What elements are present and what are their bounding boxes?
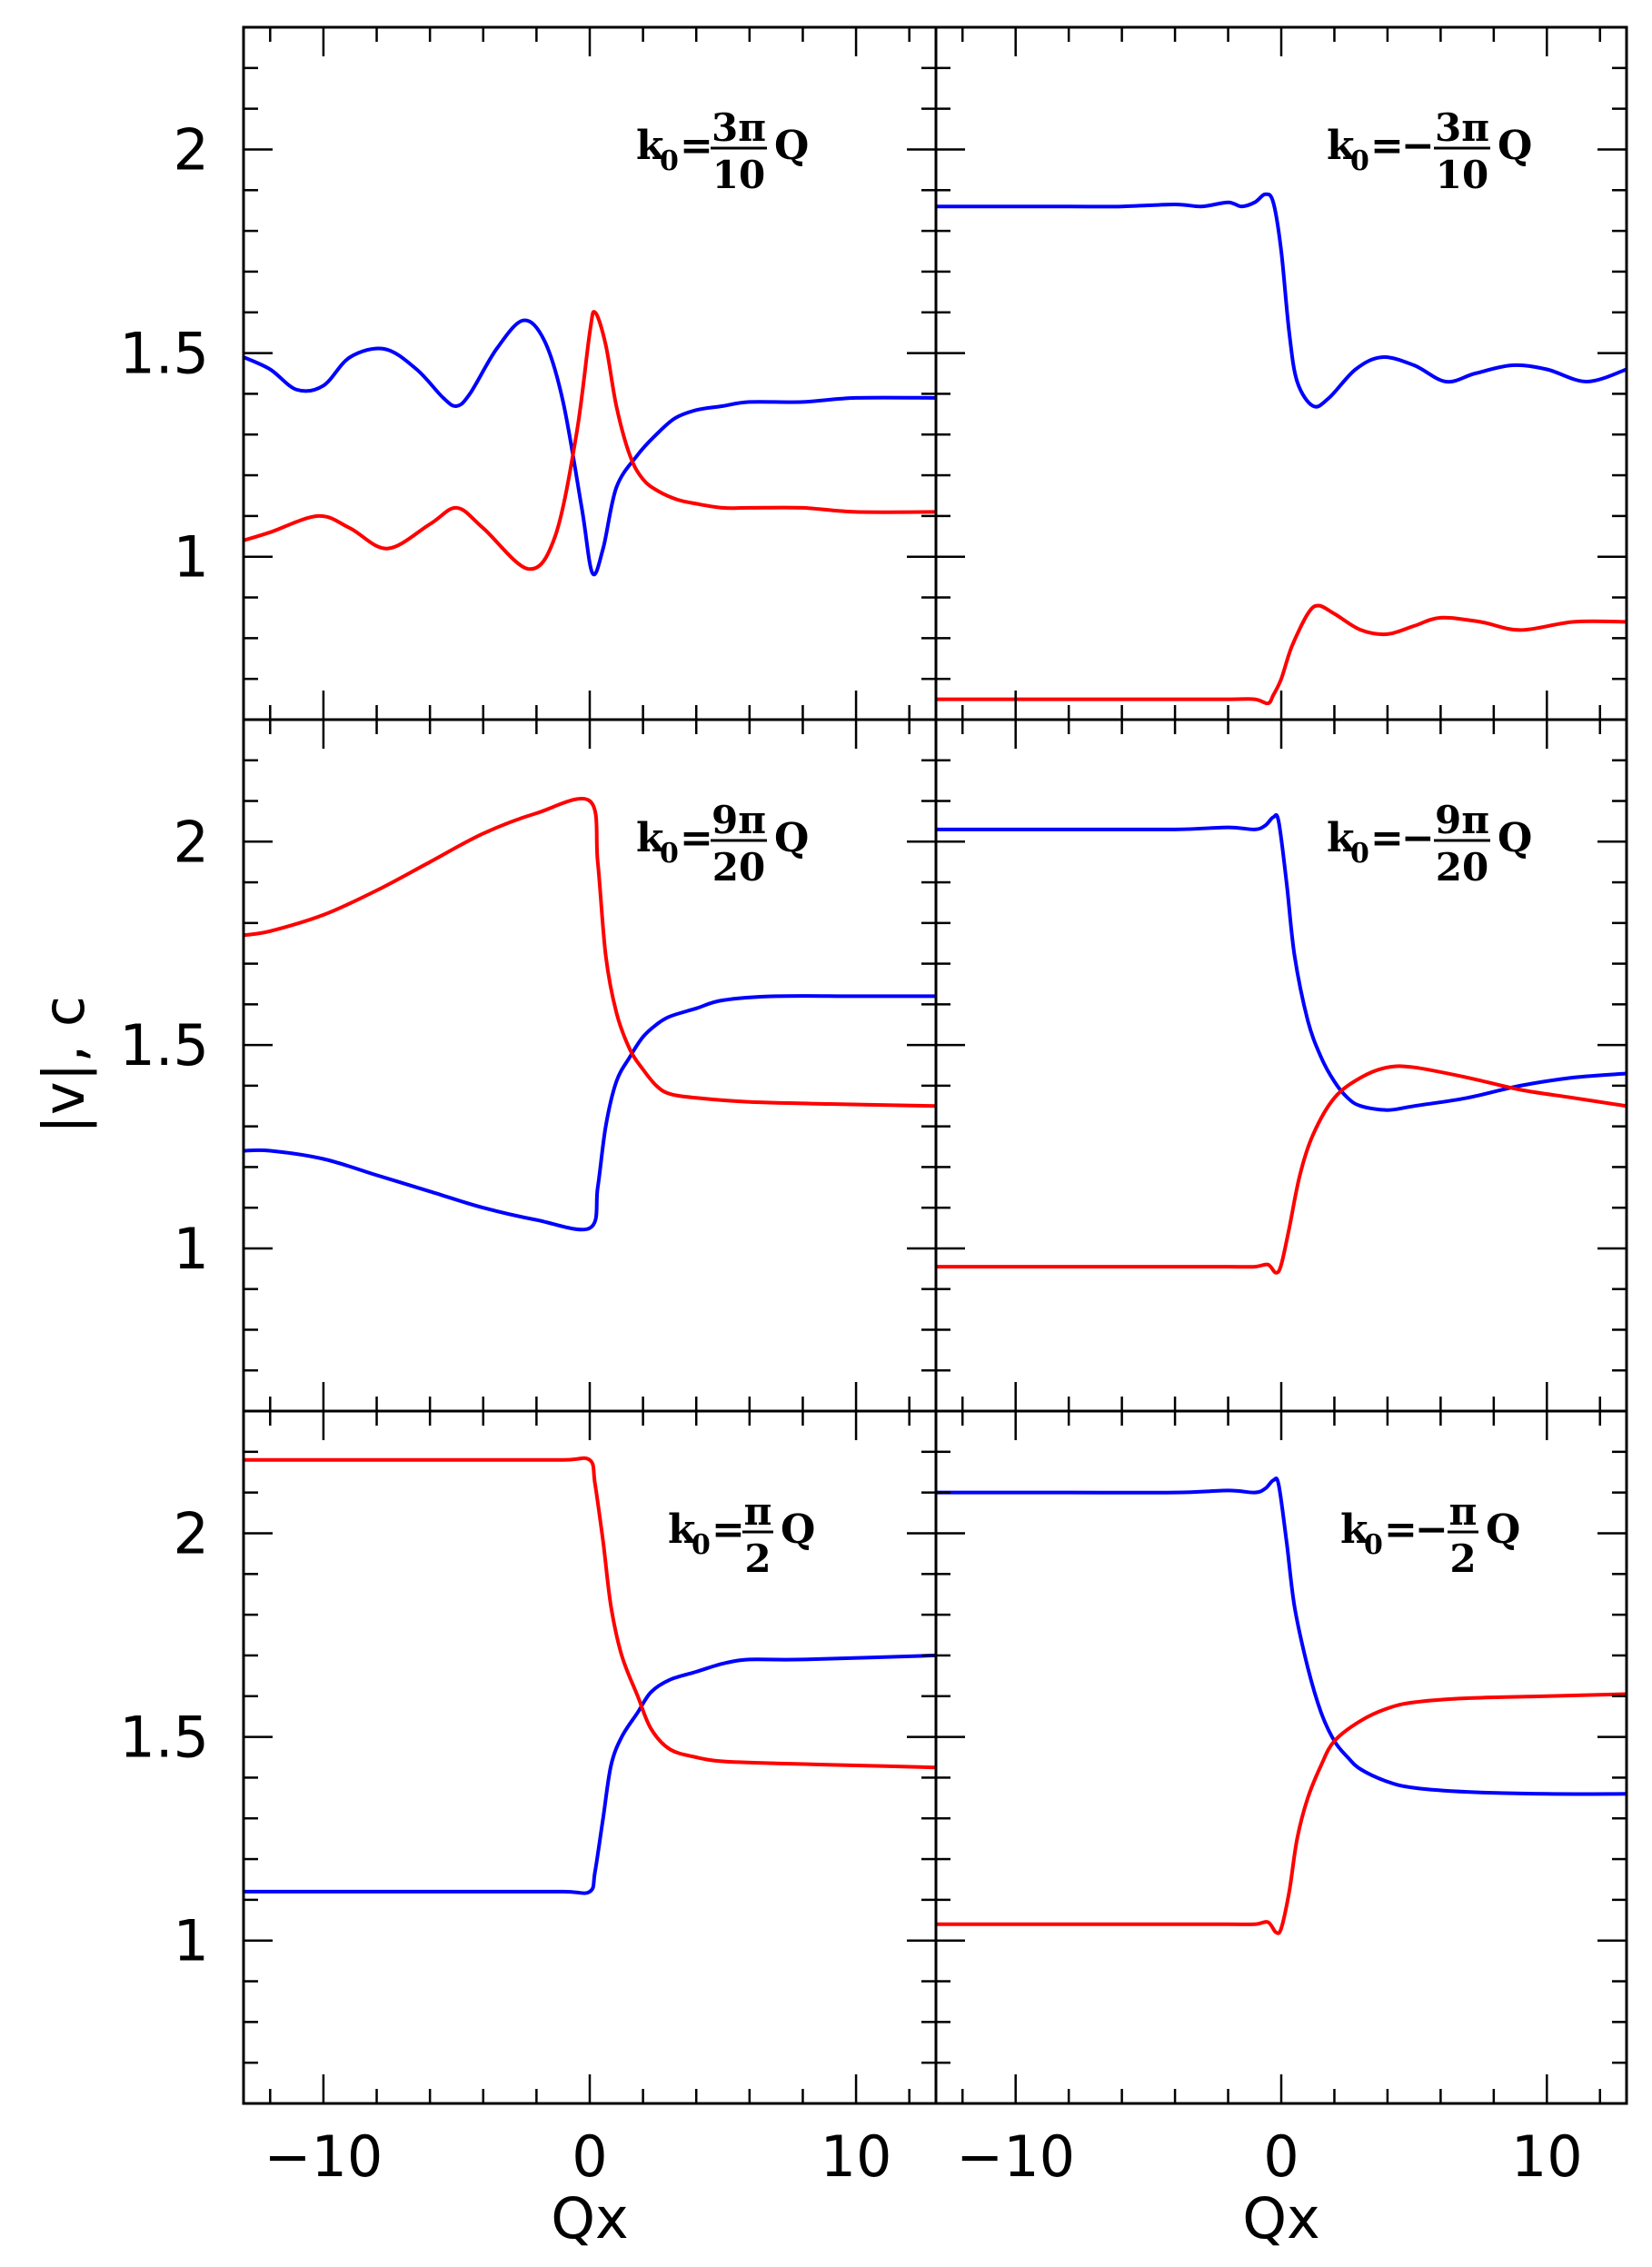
- label-equals: =: [1370, 123, 1404, 169]
- label-equals: =: [680, 123, 713, 169]
- label-k: k: [636, 123, 665, 169]
- x-tick-label: 0: [1263, 2123, 1299, 2190]
- label-q: Q: [1498, 123, 1532, 169]
- label-denominator: 10: [712, 153, 765, 197]
- panel-frame: [242, 718, 938, 1413]
- label-subscript: 0: [1350, 145, 1369, 177]
- series-group: [936, 192, 1627, 706]
- label-q: Q: [1498, 815, 1532, 861]
- series-line-red: [244, 796, 936, 1109]
- label-sign: −: [1401, 123, 1435, 169]
- label-equals: =: [1384, 1506, 1418, 1553]
- label-subscript: 0: [660, 838, 679, 870]
- label-denominator: 20: [712, 845, 765, 890]
- panel-frame: [242, 25, 938, 721]
- series-line-blue: [936, 192, 1627, 409]
- label-equals: =: [1370, 815, 1404, 861]
- label-k: k: [668, 1506, 697, 1553]
- series-line-red: [936, 1064, 1627, 1275]
- y-tick-label: 1: [174, 524, 209, 591]
- x-axis-title: Qx: [551, 2185, 629, 2252]
- label-k: k: [636, 815, 665, 861]
- label-q: Q: [774, 123, 809, 169]
- y-tick-label: 2: [174, 809, 209, 875]
- label-subscript: 0: [660, 145, 679, 177]
- panel-frame: [934, 1409, 1628, 2105]
- series-line-blue: [936, 812, 1627, 1112]
- label-k: k: [1340, 1506, 1369, 1553]
- label-sign: −: [1401, 815, 1435, 861]
- y-tick-label: 1: [174, 1216, 209, 1282]
- series-line-red: [936, 603, 1627, 706]
- label-numerator: π: [1449, 1489, 1478, 1534]
- series-line-blue: [936, 1476, 1627, 1796]
- y-tick-label: 2: [174, 116, 209, 183]
- label-q: Q: [1486, 1506, 1520, 1553]
- label-subscript: 0: [692, 1529, 711, 1561]
- label-k: k: [1327, 123, 1356, 169]
- y-axis-title: |v|, c: [31, 996, 98, 1134]
- series-group: [936, 1476, 1627, 1935]
- y-tick-label: 2: [174, 1500, 209, 1566]
- x-tick-label: −10: [264, 2123, 383, 2190]
- y-tick-label: 1: [174, 1908, 209, 1974]
- label-numerator: 9π: [1435, 798, 1489, 842]
- label-subscript: 0: [1364, 1529, 1383, 1561]
- series-group: [936, 812, 1627, 1275]
- x-axis-title: Qx: [1242, 2185, 1320, 2252]
- label-q: Q: [774, 815, 809, 861]
- series-line-red: [244, 1456, 936, 1770]
- panel-label: k0 =− π2Q: [1340, 1489, 1520, 1581]
- x-tick-label: −10: [956, 2123, 1075, 2190]
- label-k: k: [1327, 815, 1356, 861]
- label-numerator: 3π: [712, 105, 766, 150]
- label-q: Q: [781, 1506, 815, 1553]
- label-subscript: 0: [1350, 838, 1369, 870]
- label-equals: =: [712, 1506, 745, 1553]
- x-tick-label: 10: [1511, 2123, 1583, 2190]
- y-tick-label: 1.5: [119, 1012, 209, 1079]
- series-group: [244, 1456, 936, 1895]
- series-line-blue: [244, 318, 936, 577]
- label-equals: =: [680, 815, 713, 861]
- series-line-blue: [244, 994, 936, 1232]
- label-denominator: 2: [1449, 1536, 1476, 1581]
- y-tick-label: 1.5: [119, 321, 209, 387]
- panel-frame: [242, 1409, 938, 2105]
- label-denominator: 20: [1436, 845, 1488, 890]
- label-sign: −: [1415, 1506, 1448, 1553]
- series-group: [244, 796, 936, 1232]
- label-numerator: π: [744, 1489, 772, 1534]
- panel-label: k0 =π2Q: [668, 1489, 815, 1581]
- series-line-blue: [244, 1653, 936, 1895]
- label-numerator: 9π: [712, 798, 766, 842]
- x-tick-label: 10: [821, 2123, 892, 2190]
- label-denominator: 10: [1436, 153, 1488, 197]
- label-denominator: 2: [744, 1536, 771, 1581]
- series-line-red: [244, 310, 936, 572]
- label-numerator: 3π: [1435, 105, 1489, 150]
- series-line-red: [936, 1692, 1627, 1935]
- series-group: [244, 310, 936, 577]
- x-tick-label: 0: [572, 2123, 607, 2190]
- y-tick-label: 1.5: [119, 1705, 209, 1771]
